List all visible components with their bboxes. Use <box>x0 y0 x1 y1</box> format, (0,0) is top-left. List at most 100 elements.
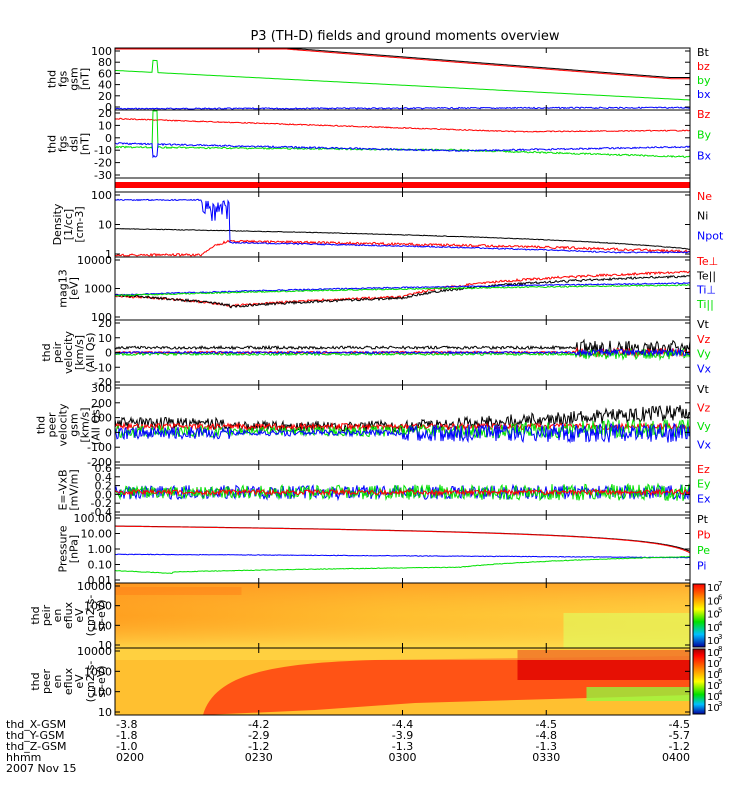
y-tick-label: 100 <box>91 686 112 699</box>
colorbar-label: 10 <box>707 659 720 670</box>
y-tick-label: -20 <box>94 376 112 389</box>
z-gsm-label: thd_Z-GSM <box>6 740 66 753</box>
y-axis-label: [eV] <box>68 277 81 300</box>
z-gsm-value: -1.3 <box>392 740 413 753</box>
data-layer <box>114 48 691 574</box>
y-tick-label: 0.01 <box>88 574 113 587</box>
colorbar-label: 10 <box>707 623 720 634</box>
colorbar-exponent: 4 <box>718 620 723 628</box>
spectrogram-peer-green <box>586 687 690 701</box>
y-axis-label: thd <box>46 135 59 153</box>
y-tick-label: 100.00 <box>74 512 113 525</box>
y-tick-label: -30 <box>94 169 112 182</box>
legend-entry: Pt <box>697 513 709 526</box>
legend-entry: Vt <box>697 318 710 331</box>
y-tick-label: 1.00 <box>88 543 113 556</box>
legend-entry: Bz <box>697 108 711 121</box>
colorbar-label: 10 <box>707 596 720 607</box>
y-axis-label: sr-eV) <box>95 599 108 631</box>
series-Vz2 <box>114 421 691 432</box>
y-axis-label: [cm-3] <box>73 206 86 242</box>
legend-entry: Bt <box>697 46 710 59</box>
series-Pb <box>115 525 691 554</box>
colorbar-label: 10 <box>707 648 720 659</box>
y-gsm-value: -3.9 <box>392 729 413 742</box>
colorbar-label: 10 <box>707 681 720 692</box>
y-axis-label: (All Qs) <box>90 405 103 445</box>
legend-entry: Vx <box>697 439 712 452</box>
y-tick-label: 200 <box>91 397 112 410</box>
hhmm-value: 0300 <box>389 751 417 764</box>
series-Bz <box>114 117 691 133</box>
colorbar-exponent: 3 <box>718 700 722 708</box>
colorbar-label: 10 <box>707 636 720 647</box>
y-axis-label: fgs <box>57 135 70 152</box>
z-gsm-value: -1.2 <box>669 740 690 753</box>
x-gsm-value: -4.5 <box>669 718 690 731</box>
y-tick-label: 100 <box>91 311 112 324</box>
y-tick-label: -10 <box>94 144 112 157</box>
panel-frame <box>114 514 691 584</box>
series-Vy2 <box>114 418 691 439</box>
y-axis-label: peer <box>46 412 59 438</box>
legend-entry: Pe <box>697 544 710 557</box>
panel-frame <box>114 256 691 321</box>
series-Npot <box>114 198 691 254</box>
y-tick-label: 20 <box>98 317 112 330</box>
y-axis-label: E=-VxB <box>57 469 70 510</box>
y-tick-label: 0 <box>105 132 112 145</box>
y-tick-label: 60 <box>98 67 112 80</box>
y-axis-label: (All Qs) <box>84 332 97 372</box>
series-Vy <box>115 347 691 362</box>
y-tick-label: -20 <box>94 157 112 170</box>
y-axis-label: gsm <box>68 67 81 90</box>
colorbar-exponent: 7 <box>718 656 722 664</box>
colorbar-exponent: 7 <box>718 580 722 588</box>
y-tick-label: 0.4 <box>95 471 113 484</box>
y-axis-label: sr-eV) <box>95 665 108 697</box>
x-gsm-label: thd_X-GSM <box>6 718 66 731</box>
y-gsm-label: thd_Y-GSM <box>6 729 65 742</box>
series-Vt <box>114 338 691 356</box>
series-Tepar <box>114 274 691 309</box>
colorbar-label: 10 <box>707 610 720 621</box>
series-Ni <box>114 227 691 250</box>
y-tick-label: 0.0 <box>95 488 113 501</box>
y-axis-label: eV <box>73 608 86 623</box>
y-gsm-value: -2.9 <box>248 729 269 742</box>
spectrogram-peir-band <box>115 587 242 595</box>
y-axis-label: thd <box>29 672 42 690</box>
y-axis-label: Pressure <box>57 525 70 572</box>
y-tick-label: 300 <box>91 382 112 395</box>
y-tick-label: 10 <box>98 706 112 719</box>
y-tick-label: 0.10 <box>88 559 113 572</box>
y-tick-label: 40 <box>98 79 112 92</box>
series-Pe <box>115 556 691 574</box>
legend-entry: Ez <box>697 463 710 476</box>
y-axis-label: peer <box>40 669 53 695</box>
legend-entry: By <box>697 129 712 142</box>
legend-entry: Vz <box>697 333 711 346</box>
y-tick-label: 1 <box>105 248 112 261</box>
hhmm-value: 0230 <box>245 751 273 764</box>
y-tick-label: 100 <box>91 45 112 58</box>
legend-entry: Pb <box>697 529 711 542</box>
spectrogram-peir-green <box>563 613 690 648</box>
y-gsm-value: -4.8 <box>536 729 557 742</box>
colorbar-label: 10 <box>707 692 720 703</box>
y-tick-label: 0 <box>105 426 112 439</box>
y-axis-label: thd <box>35 416 48 434</box>
y-axis-label: Density <box>51 203 64 245</box>
y-axis-label: eflux <box>62 601 75 629</box>
y-tick-label: 10 <box>98 119 112 132</box>
y-tick-label: 1000 <box>84 283 112 296</box>
legend-entry: Ex <box>697 492 711 505</box>
colorbar-exponent: 8 <box>718 645 722 653</box>
y-axis-label: dsl <box>68 136 81 152</box>
series-Vx <box>114 347 691 358</box>
colorbar-exponent: 5 <box>718 678 722 686</box>
y-tick-label: 10 <box>98 219 112 232</box>
series-Ne <box>114 239 691 257</box>
y-tick-label: 20 <box>98 90 112 103</box>
y-tick-label: 100 <box>91 619 112 632</box>
